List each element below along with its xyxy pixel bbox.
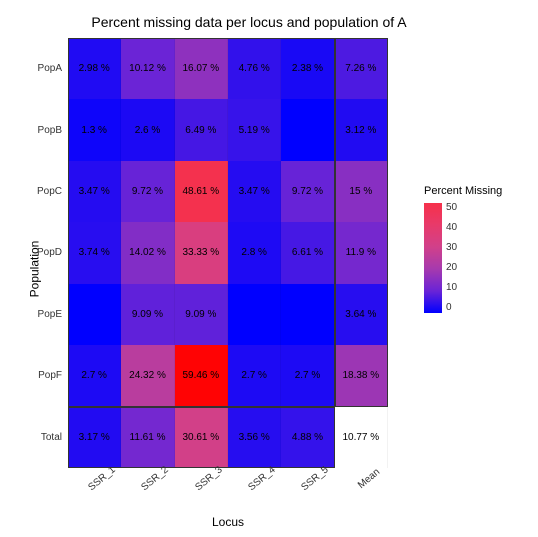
heatmap-cell <box>68 284 121 345</box>
y-tick: PopE <box>30 284 66 345</box>
heatmap-cell: 33.33 % <box>175 222 228 283</box>
heatmap-cell: 11.9 % <box>335 222 388 283</box>
heatmap-cell: 18.38 % <box>335 345 388 406</box>
heatmap-cell: 3.64 % <box>335 284 388 345</box>
heatmap-cell <box>281 99 334 160</box>
heatmap-cell: 24.32 % <box>121 345 174 406</box>
heatmap-cell: 3.74 % <box>68 222 121 283</box>
heatmap-cell <box>281 284 334 345</box>
legend-tick: 40 <box>446 223 457 233</box>
y-tick: PopA <box>30 38 66 99</box>
x-ticks: SSR_1SSR_2SSR_3SSR_4SSR_5Mean <box>68 470 388 510</box>
y-tick: PopD <box>30 222 66 283</box>
heatmap-cell: 9.09 % <box>121 284 174 345</box>
heatmap-cell: 2.6 % <box>121 99 174 160</box>
y-ticks: PopAPopBPopCPopDPopEPopFTotal <box>30 38 66 468</box>
heatmap-cell: 2.38 % <box>281 38 334 99</box>
x-axis-label: Locus <box>68 515 388 529</box>
heatmap-cell: 9.09 % <box>175 284 228 345</box>
heatmap-cell: 7.26 % <box>335 38 388 99</box>
heatmap-cell: 4.76 % <box>228 38 281 99</box>
heatmap-cell: 16.07 % <box>175 38 228 99</box>
y-tick: PopB <box>30 99 66 160</box>
heatmap-cell: 2.7 % <box>281 345 334 406</box>
heatmap-cell: 2.98 % <box>68 38 121 99</box>
legend-ticks: 50 40 30 20 10 0 <box>442 203 457 313</box>
heatmap-cell: 1.3 % <box>68 99 121 160</box>
heatmap-cell: 15 % <box>335 161 388 222</box>
heatmap-cell: 14.02 % <box>121 222 174 283</box>
y-tick: PopC <box>30 161 66 222</box>
heatmap-cell: 6.49 % <box>175 99 228 160</box>
y-tick: PopF <box>30 345 66 406</box>
heatmap-cell: 9.72 % <box>281 161 334 222</box>
heatmap-cell: 3.47 % <box>68 161 121 222</box>
heatmap-cell <box>228 284 281 345</box>
heatmap-cell: 2.8 % <box>228 222 281 283</box>
legend-tick: 10 <box>446 283 457 293</box>
legend-colorbar <box>424 203 442 313</box>
heatmap-cell: 10.12 % <box>121 38 174 99</box>
heatmap-cell: 3.12 % <box>335 99 388 160</box>
heatmap-grid: 2.98 %10.12 %16.07 %4.76 %2.38 %7.26 % 1.… <box>68 38 388 468</box>
heatmap-cell: 59.46 % <box>175 345 228 406</box>
legend-tick: 30 <box>446 243 457 253</box>
heatmap-plot: 2.98 %10.12 %16.07 %4.76 %2.38 %7.26 % 1.… <box>68 38 388 468</box>
legend-title: Percent Missing <box>424 185 534 197</box>
chart-title: Percent missing data per locus and popul… <box>60 14 438 30</box>
heatmap-cell: 48.61 % <box>175 161 228 222</box>
legend-tick: 50 <box>446 203 457 213</box>
heatmap-cell: 6.61 % <box>281 222 334 283</box>
y-tick: Total <box>30 407 66 468</box>
heatmap-cell: 2.7 % <box>228 345 281 406</box>
legend-tick: 0 <box>446 303 457 313</box>
legend: Percent Missing 50 40 30 20 10 0 <box>424 185 534 313</box>
legend-tick: 20 <box>446 263 457 273</box>
heatmap-cell: 5.19 % <box>228 99 281 160</box>
heatmap-cell: 2.7 % <box>68 345 121 406</box>
heatmap-cell: 9.72 % <box>121 161 174 222</box>
heatmap-cell: 3.47 % <box>228 161 281 222</box>
